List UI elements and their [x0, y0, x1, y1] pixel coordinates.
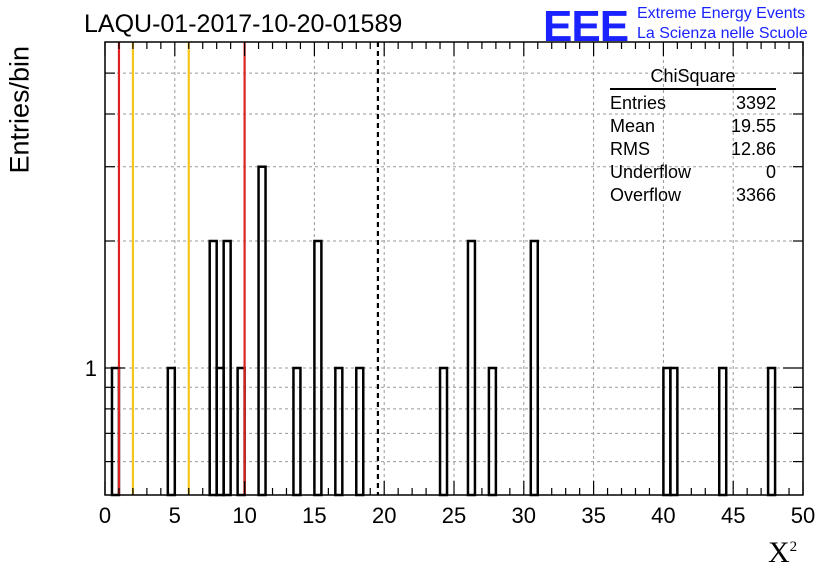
- stats-rows: Entries 3392 Mean 19.55 RMS 12.86 Underflow 0 Ov…: [610, 93, 776, 208]
- histogram-bar: [529, 239, 540, 497]
- histogram-bar: [669, 366, 679, 497]
- stats-label: Mean: [610, 116, 656, 136]
- x-tick-label: 25: [442, 503, 466, 528]
- chart-title: LAQU-01-2017-10-20-01589: [84, 10, 403, 38]
- stats-value: 12.86: [730, 139, 776, 159]
- logo-line-1: Extreme Energy Events: [637, 5, 806, 22]
- y-tick-label: 1: [85, 356, 97, 381]
- x-tick-label: 15: [302, 503, 326, 528]
- stats-value: 0: [765, 162, 776, 182]
- x-tick-label: 40: [651, 503, 675, 528]
- histogram-bar: [334, 366, 344, 497]
- histogram-bar: [487, 366, 498, 497]
- x-axis-label-sup: 2: [789, 539, 798, 555]
- x-tick-label: 0: [99, 503, 111, 528]
- histogram-bar: [717, 366, 728, 497]
- stats-row: RMS 12.86: [610, 139, 776, 162]
- x-tick-label: 50: [791, 503, 815, 528]
- x-axis-label-text: X: [768, 536, 790, 569]
- stats-value: 3366: [735, 185, 776, 205]
- stats-row: Mean 19.55: [610, 116, 776, 139]
- x-tick-label: 20: [372, 503, 396, 528]
- stats-row: Underflow 0: [610, 162, 776, 185]
- stats-value: 19.55: [730, 116, 776, 136]
- stats-label: RMS: [610, 139, 650, 159]
- stats-row: Entries 3392: [610, 93, 776, 116]
- histogram-bar: [292, 366, 302, 497]
- x-tick-label: 5: [169, 503, 181, 528]
- x-tick-label: 45: [721, 503, 745, 528]
- logo-line-2: La Scienza nelle Scuole: [637, 25, 808, 42]
- x-tick-label: 35: [581, 503, 605, 528]
- stats-label: Overflow: [610, 185, 682, 205]
- stats-label: Entries: [610, 93, 667, 113]
- stats-value: 3392: [735, 93, 776, 113]
- x-tick-label: 10: [232, 503, 256, 528]
- stats-row: Overflow 3366: [610, 185, 776, 208]
- stats-label: Underflow: [610, 162, 692, 182]
- x-tick-label: 30: [512, 503, 536, 528]
- histogram-bar: [257, 165, 267, 497]
- x-axis-label: X2: [768, 536, 797, 570]
- eee-logo: EEE: [543, 2, 629, 51]
- stats-box: ChiSquare Entries 3392 Mean 19.55 RMS 12.86 Un…: [610, 66, 776, 208]
- stats-title: ChiSquare: [610, 66, 776, 90]
